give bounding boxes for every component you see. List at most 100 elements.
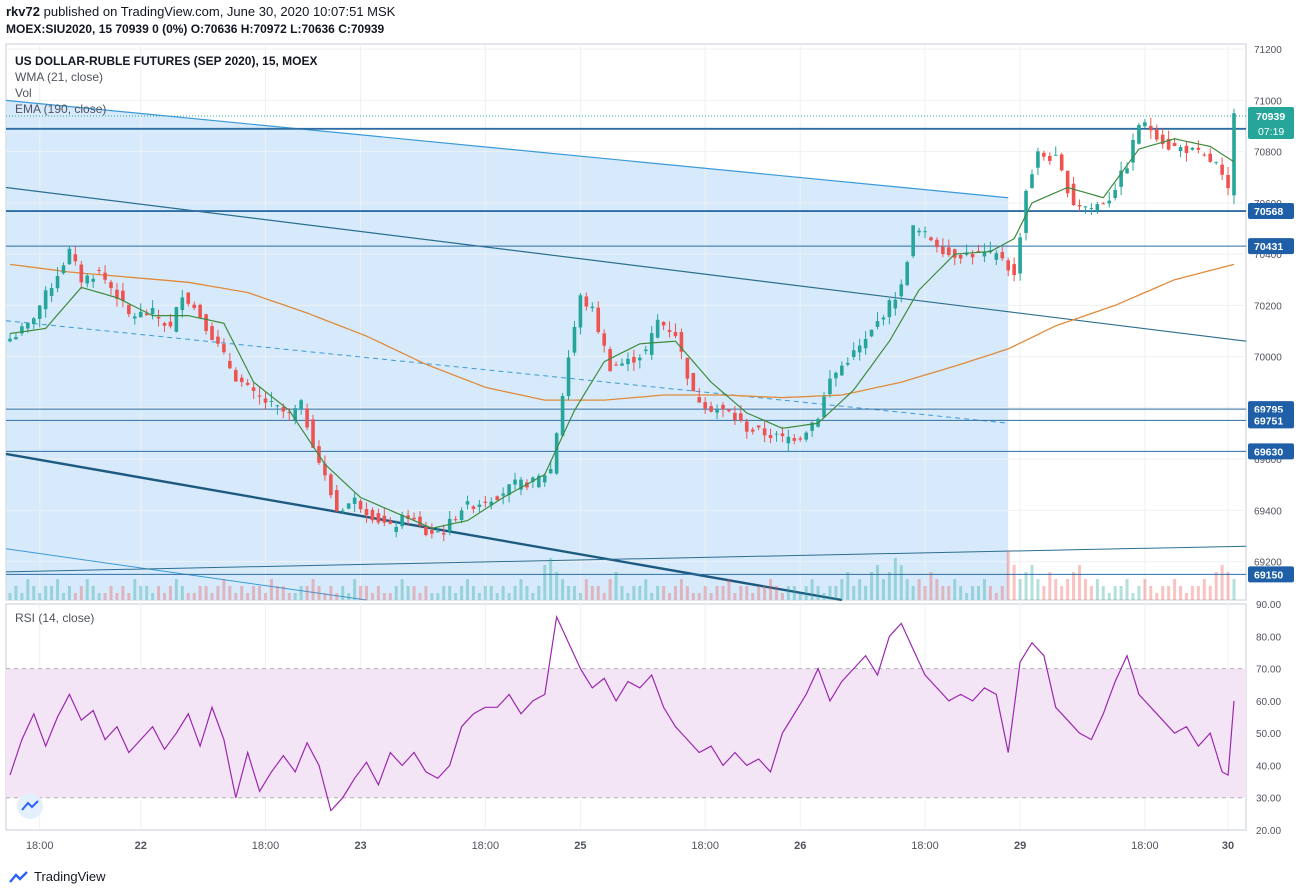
volume-bar — [139, 586, 143, 600]
candle-body — [958, 254, 963, 259]
volume-bar — [786, 586, 790, 600]
candle-body — [703, 402, 707, 409]
candle-body — [537, 475, 541, 488]
candle-body — [709, 406, 713, 412]
channel-upper-line — [5, 99, 1009, 199]
time-axis-tick: 18:00 — [252, 840, 280, 852]
candle-body — [542, 475, 547, 483]
candle-body — [471, 506, 476, 509]
volume-bar — [293, 593, 297, 600]
candle-body — [917, 230, 921, 233]
time-axis-tick: 18:00 — [472, 840, 500, 852]
candle-body — [1131, 139, 1135, 163]
volume-bar — [370, 593, 374, 600]
level-price-label-bg — [1248, 566, 1294, 583]
volume-bar — [1184, 593, 1188, 600]
candle-body — [721, 404, 725, 410]
volume-bar — [341, 586, 345, 600]
candle-body — [566, 357, 571, 397]
price-axis-tick: 70200 — [1254, 301, 1282, 312]
candle-body — [340, 510, 345, 512]
volume-bar — [620, 586, 624, 600]
candle-body — [109, 282, 113, 289]
candle-body — [608, 349, 612, 372]
volume-bar — [1190, 586, 1194, 600]
candle-body — [400, 514, 404, 527]
candle-body — [430, 530, 434, 534]
volume-bar — [525, 586, 529, 600]
volume-bar — [299, 586, 303, 600]
candle-body — [323, 463, 327, 476]
candle-body — [281, 407, 286, 412]
candle-body — [994, 253, 999, 260]
candle-body — [1077, 205, 1082, 207]
volume-bar — [1220, 565, 1224, 600]
volume-bar — [269, 579, 273, 600]
candle-body — [97, 269, 101, 271]
volume-bar — [127, 593, 131, 600]
candle-body — [495, 496, 500, 501]
rsi-axis-tick: 70.00 — [1256, 665, 1281, 676]
volume-bar — [228, 586, 232, 600]
candle-body — [293, 408, 298, 421]
volume-bar — [804, 586, 808, 600]
volume-bar — [971, 586, 975, 600]
candle-body — [691, 372, 696, 392]
level-price-label: 69751 — [1254, 415, 1283, 427]
volume-bar — [561, 579, 565, 600]
volume-bar — [454, 593, 458, 600]
candle-body — [1214, 161, 1218, 163]
volume-bar — [501, 586, 505, 600]
volume-bar — [323, 593, 327, 600]
ema-190-line — [9, 263, 1235, 401]
volume-bar — [174, 579, 178, 600]
volume-bar — [287, 593, 291, 600]
volume-bar — [697, 593, 701, 600]
volume-bar — [311, 579, 315, 600]
volume-bar — [133, 579, 137, 600]
volume-bar — [650, 593, 654, 600]
volume-bar — [1042, 586, 1046, 600]
volume-bar — [376, 586, 380, 600]
volume-bar — [353, 579, 357, 600]
volume-bar — [875, 565, 879, 600]
candle-body — [1083, 206, 1088, 208]
candle-body — [744, 421, 749, 432]
volume-bar — [121, 586, 125, 600]
candle-body — [828, 378, 832, 395]
volume-bar — [1066, 579, 1070, 600]
volume-bar — [1226, 572, 1230, 600]
volume-bar — [317, 586, 321, 600]
volume-bar — [1202, 579, 1206, 600]
candle-body — [923, 231, 927, 233]
candle-body — [727, 409, 731, 412]
volume-bar — [495, 593, 499, 600]
candle-body — [198, 304, 202, 318]
candle-body — [127, 304, 131, 315]
legend-rsi: RSI (14, close) — [15, 611, 94, 625]
volume-bar — [329, 586, 333, 600]
volume-bar — [614, 572, 618, 600]
candle-body — [513, 479, 517, 485]
candle-body — [762, 428, 767, 436]
candle-body — [554, 433, 559, 474]
candle-body — [857, 345, 862, 353]
time-axis-tick: 25 — [574, 840, 586, 852]
candle-body — [275, 405, 280, 407]
volume-bar — [406, 586, 410, 600]
volume-bar — [234, 593, 238, 600]
volume-bar — [20, 593, 24, 600]
candle-body — [851, 350, 856, 357]
candle-body — [941, 246, 945, 255]
volume-bar — [1089, 586, 1093, 600]
bar-countdown-label: 07:19 — [1258, 126, 1284, 138]
volume-bar — [715, 586, 719, 600]
volume-bar — [186, 593, 190, 600]
candle-body — [1172, 143, 1177, 147]
volume-bar — [1179, 586, 1183, 600]
candle-body — [55, 275, 60, 289]
footer-brand[interactable]: TradingView — [8, 869, 106, 884]
volume-bar — [953, 579, 957, 600]
volume-bar — [252, 586, 256, 600]
